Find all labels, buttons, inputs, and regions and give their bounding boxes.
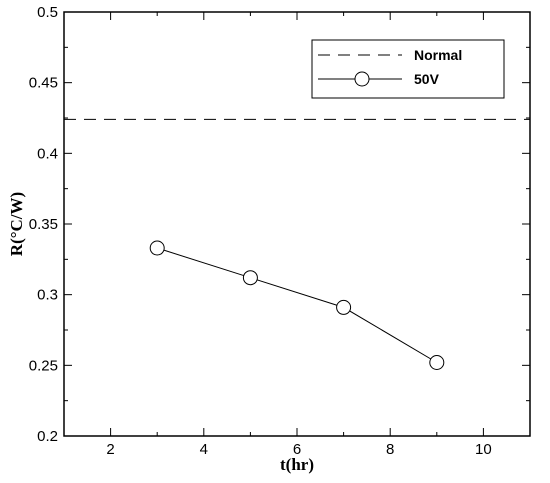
x-tick-label: 2 — [106, 441, 114, 458]
y-tick-label: 0.4 — [37, 145, 58, 162]
y-tick-label: 0.2 — [37, 428, 58, 445]
y-tick-label: 0.35 — [29, 216, 58, 233]
legend-box — [311, 39, 505, 99]
data-point-50v — [149, 240, 165, 256]
y-axis-title: R(°C/W) — [7, 192, 26, 256]
x-tick-label: 10 — [475, 441, 492, 458]
y-tick-label: 0.3 — [37, 287, 58, 304]
legend-label-50v: 50V — [414, 71, 440, 87]
x-tick-label: 8 — [386, 441, 394, 458]
y-tick-label: 0.25 — [29, 357, 58, 374]
legend: Normal 50V — [311, 39, 505, 99]
x-tick-label: 4 — [200, 441, 208, 458]
series-line-50v — [157, 247, 438, 363]
y-tick-label: 0.5 — [37, 4, 58, 21]
y-tick-label: 0.45 — [29, 75, 58, 92]
x-tick-label: 6 — [293, 441, 301, 458]
legend-marker-50v — [354, 71, 370, 87]
x-axis-title: t(hr) — [280, 455, 314, 474]
data-point-50v — [429, 355, 445, 371]
data-point-50v — [336, 299, 352, 315]
legend-label-normal: Normal — [414, 47, 462, 63]
data-point-50v — [242, 270, 258, 286]
